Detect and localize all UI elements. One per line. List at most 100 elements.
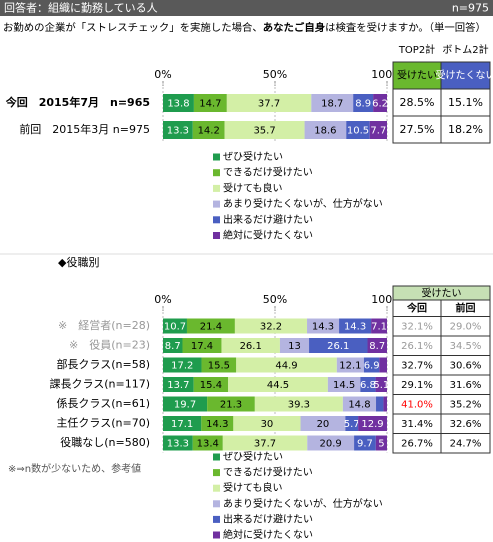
respondents: 回答者：組織に勤務している人	[4, 1, 158, 15]
table-value: 26.7%	[401, 439, 433, 450]
bar-segment	[233, 416, 301, 431]
bar-segment	[182, 338, 222, 353]
bar-segment	[383, 396, 387, 412]
data-label: 14.7	[199, 99, 221, 110]
bar-segment	[369, 121, 387, 139]
bar-segment	[363, 357, 380, 373]
bar-segment	[228, 377, 328, 392]
bar-segment	[307, 435, 355, 451]
data-label: 5.1	[373, 380, 389, 391]
data-label: 35.7	[253, 126, 275, 137]
bar-segment	[207, 396, 255, 412]
data-label: 18.7	[321, 99, 343, 110]
bar-segment	[163, 121, 193, 139]
bar-segment	[336, 357, 364, 373]
data-label: 15.4	[200, 380, 222, 391]
bar-segment	[375, 435, 387, 451]
legend-label: ぜひ受けたい	[223, 451, 283, 463]
bar-segment	[222, 435, 308, 451]
table-cell	[440, 88, 491, 117]
bar-segment	[376, 396, 384, 412]
bar-segment	[371, 318, 387, 334]
data-label: 10.7	[164, 322, 186, 333]
bar-segment	[163, 396, 208, 412]
data-label: 13.4	[197, 439, 219, 450]
bar-segment	[360, 377, 376, 392]
bar-segment	[163, 94, 194, 112]
bar-segment	[358, 416, 387, 431]
data-label: 26.1	[327, 341, 349, 352]
table-value: 31.4%	[401, 419, 433, 430]
bar-segment	[342, 396, 377, 412]
data-label: 26.1	[240, 341, 262, 352]
data-label: 7.7	[370, 126, 386, 137]
bar-segment	[327, 377, 361, 392]
data-label: 5.7	[344, 419, 360, 430]
bar-segment	[353, 94, 374, 112]
bar-segment	[346, 121, 370, 139]
bar-segment	[221, 338, 280, 353]
respondent-count: n=975	[452, 2, 489, 15]
table-value: 27.5%	[400, 123, 435, 136]
data-label: 18.6	[314, 126, 336, 137]
data-label: 17.4	[191, 341, 213, 352]
table-value: 18.2%	[448, 123, 483, 136]
question-part: お勤めの企業が「ストレスチェック」を実施した場合、	[3, 21, 263, 34]
data-label: 21.3	[220, 400, 242, 411]
legend-swatch	[213, 184, 220, 192]
table-cell	[392, 115, 442, 144]
bar-segment	[201, 416, 234, 431]
bar-segment	[192, 121, 225, 139]
legend-label: 出来るだけ避けたい	[223, 512, 313, 525]
bar-segment	[379, 357, 387, 373]
legend-label: あまり受けたくないが、仕方がない	[223, 497, 383, 510]
data-label: 17.1	[171, 419, 193, 430]
legend-swatch	[213, 169, 220, 177]
table-value: 32.1%	[401, 322, 433, 333]
data-label: 8.7	[165, 341, 181, 352]
question: お勤めの企業が「ストレスチェック」を実施した場合、あなたご自身は検査を受けますか…	[3, 21, 486, 34]
data-label: 13.8	[167, 99, 189, 110]
table-value: 15.1%	[448, 96, 483, 109]
bar-segment	[186, 318, 235, 334]
note: ※⇒n数が少ないため、参考値	[8, 462, 141, 475]
legend-swatch	[213, 216, 220, 224]
data-label: 14.3	[206, 419, 228, 430]
data-label: 13.7	[167, 380, 189, 391]
data-label: 14.3	[344, 322, 366, 333]
legend-swatch	[213, 484, 220, 492]
category-label: ※ 経営者(n=28)	[58, 318, 150, 332]
table-value: 41.0%	[401, 400, 433, 411]
legend-label: できるだけ受けたい	[223, 467, 313, 479]
bar-segment	[163, 338, 183, 353]
question-part: は検査を受けますか。（単一回答）	[325, 21, 486, 34]
bar-segment	[354, 435, 376, 451]
x-tick-label: 50%	[263, 293, 287, 306]
data-label: 13	[288, 341, 301, 352]
bar-segment	[254, 396, 343, 412]
data-label: 10.5	[347, 126, 369, 137]
table-value: 29.1%	[401, 380, 433, 391]
legend-label: ぜひ受けたい	[223, 151, 283, 163]
data-label: 9.7	[357, 439, 373, 450]
bar-segment	[226, 94, 312, 112]
bar-segment	[345, 416, 359, 431]
data-label: 12.9	[361, 419, 383, 430]
category-label: 主任クラス(n=70)	[56, 417, 150, 430]
table-value: 35.2%	[450, 400, 482, 411]
category-label: 部長クラス(n=58)	[56, 357, 150, 371]
data-label: 30	[261, 419, 274, 430]
legend-label: 受けても良い	[223, 481, 283, 494]
data-label: 8.7	[369, 341, 385, 352]
category-label: 前回 2015年3月 n=975	[19, 122, 150, 136]
category-label: 今回 2015年7月 n=965	[5, 95, 150, 109]
data-label: 20.9	[320, 439, 342, 450]
bar-segment	[309, 338, 368, 353]
legend-swatch	[213, 153, 220, 161]
legend-swatch	[213, 500, 220, 508]
legend-swatch	[213, 232, 220, 239]
table-subheader-cell	[440, 61, 491, 90]
table-value: 29.0%	[450, 322, 482, 333]
bar-segment	[163, 318, 187, 334]
